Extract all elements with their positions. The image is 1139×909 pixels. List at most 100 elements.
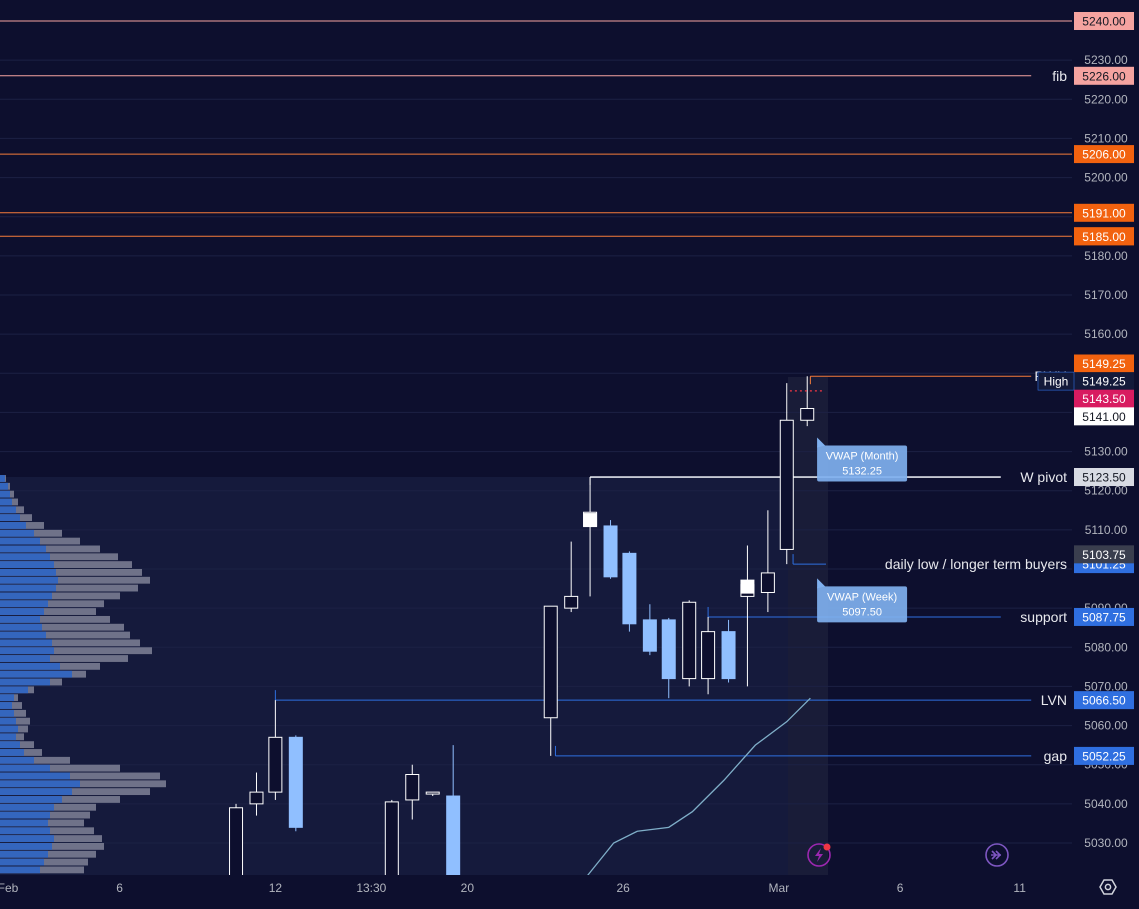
candle-body [661, 619, 676, 680]
volume-bar-dark [0, 741, 20, 749]
price-tick-label: 5120.00 [1084, 484, 1128, 498]
candle-up[interactable] [425, 791, 440, 797]
volume-bar-light [0, 584, 138, 592]
candle-body [543, 605, 558, 719]
volume-bar-light [0, 576, 150, 584]
volume-bar-dark [0, 835, 54, 842]
price-tag: 5191.00 [1074, 203, 1134, 222]
volume-bar-dark [0, 780, 80, 788]
candle-body [425, 791, 440, 795]
time-tick-label: 20 [461, 881, 475, 895]
candle-up[interactable] [564, 541, 579, 613]
price-tag: 5066.50 [1074, 691, 1134, 710]
volume-bar-dark [0, 608, 44, 615]
candle-body [268, 736, 283, 793]
signal-marker [740, 579, 755, 594]
price-tag: 5123.50 [1074, 468, 1134, 487]
volume-bar-dark [0, 764, 50, 772]
candle-body [642, 619, 657, 652]
candle-up[interactable] [384, 799, 399, 890]
time-tick-label: Feb [0, 881, 19, 895]
price-tag-text: 5206.00 [1082, 148, 1126, 162]
volume-bar-light [0, 623, 124, 631]
candle-body [288, 736, 303, 828]
price-tag: 5226.00 [1074, 66, 1134, 85]
volume-bar-dark [0, 576, 58, 584]
fast-forward-icon[interactable] [985, 843, 1009, 867]
vwap-label: VWAP (Week) 5097.50 [817, 578, 908, 623]
volume-bar-light [0, 608, 96, 615]
price-tags: 5240.00 5226.00 5206.00 5191.00 5185.00 5149.… [1037, 12, 1134, 765]
volume-bar-dark [0, 639, 52, 647]
candle-up[interactable] [800, 376, 815, 427]
time-tick-label: 26 [616, 881, 630, 895]
price-tick-label: 5220.00 [1084, 92, 1128, 106]
signal-marker [583, 513, 598, 528]
candle-down[interactable] [446, 745, 461, 883]
volume-bar-dark [0, 623, 42, 631]
price-tag: 5141.00 [1074, 407, 1134, 426]
volume-bar-dark [0, 686, 28, 694]
lightning-icon[interactable] [807, 843, 831, 867]
price-tick-label: 5040.00 [1084, 797, 1128, 811]
volume-bar-light [0, 756, 70, 764]
price-tag-text: 5141.00 [1082, 410, 1126, 424]
time-tick-label: Mar [769, 881, 790, 895]
candle-up[interactable] [249, 772, 264, 816]
price-axis[interactable]: 5030.005040.005050.005060.005070.005080.… [1072, 0, 1139, 875]
volume-bar-dark [0, 717, 16, 725]
price-tick-label: 5110.00 [1085, 523, 1128, 537]
candle-body [446, 795, 461, 883]
candle-down[interactable] [642, 604, 657, 656]
volume-bar-dark [0, 615, 40, 623]
volume-bar-light [0, 569, 142, 576]
candle-down[interactable] [622, 551, 637, 632]
price-tag-text: 5066.50 [1082, 694, 1126, 708]
volume-bar-light [0, 553, 118, 561]
candle-up[interactable] [405, 764, 420, 820]
time-axis[interactable]: Feb 6 12 13:30 20 26 Mar 6 11 [0, 875, 1139, 909]
level-label: W pivot [1020, 469, 1067, 485]
candle-up[interactable] [268, 700, 283, 800]
volume-bar-light [0, 655, 128, 662]
candle-up[interactable] [682, 600, 697, 687]
price-tick-label: 5230.00 [1084, 53, 1128, 67]
candle-down[interactable] [288, 735, 303, 832]
price-tag-text: 5240.00 [1082, 15, 1126, 29]
price-tag-text: 5226.00 [1082, 69, 1126, 83]
vwap-label: VWAP (Month) 5132.25 [817, 437, 908, 482]
price-tag: 5087.75 [1074, 607, 1134, 626]
candle-body [701, 631, 716, 680]
candle-down[interactable] [721, 619, 736, 683]
candle-up[interactable] [779, 383, 794, 565]
price-tag-text: 5149.25 [1082, 357, 1126, 371]
candle-down[interactable] [661, 617, 676, 699]
volume-bar-dark [0, 803, 54, 811]
candle-up[interactable] [701, 616, 716, 695]
volume-bar-light [0, 866, 84, 874]
candles [229, 376, 823, 902]
candle-down[interactable] [603, 520, 618, 579]
volume-bar-dark [0, 529, 34, 537]
volume-bar-dark [0, 506, 16, 514]
price-tag: 5149.25 [1074, 354, 1134, 373]
candle-body [721, 631, 736, 680]
candle-up[interactable] [760, 510, 775, 613]
time-tick-label: 12 [269, 881, 283, 895]
volume-bar-light [0, 592, 120, 600]
candle-body [405, 774, 420, 801]
vwap-label-title: VWAP (Week) [827, 591, 897, 603]
volume-bar-dark [0, 584, 56, 592]
volume-bar-dark [0, 843, 52, 850]
vwap-lines [581, 697, 811, 883]
price-tag: 5052.25 [1074, 746, 1134, 765]
candle-up[interactable] [543, 605, 558, 756]
settings-icon[interactable] [1099, 879, 1117, 895]
volume-bar-dark [0, 749, 24, 756]
volume-bar-dark [0, 858, 44, 866]
volume-bar-dark [0, 490, 10, 498]
volume-bar-dark [0, 553, 50, 561]
volume-bar-dark [0, 631, 46, 639]
vwap-label-title: VWAP (Month) [826, 450, 899, 462]
